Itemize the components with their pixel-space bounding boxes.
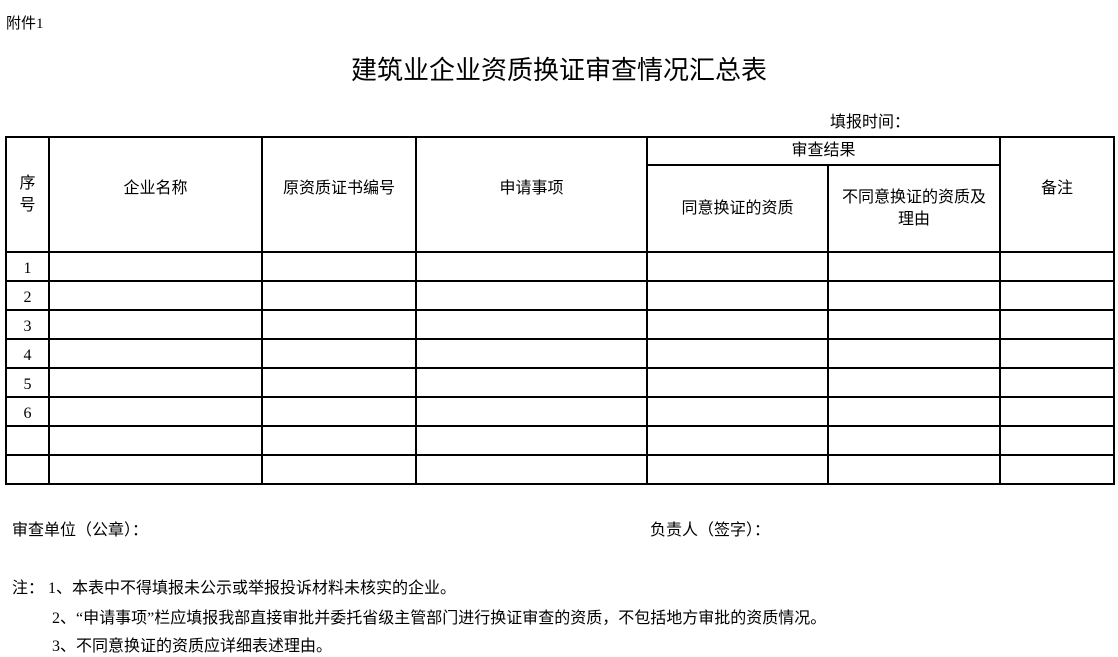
table-cell[interactable] — [827, 367, 1001, 398]
fill-time-label: 填报时间： — [830, 114, 911, 131]
table-cell[interactable] — [415, 425, 648, 456]
review-unit-label: 审查单位（公章）： — [12, 522, 149, 539]
table-cell[interactable] — [48, 309, 263, 340]
header-company: 企业名称 — [48, 136, 263, 253]
table-cell[interactable] — [261, 454, 417, 485]
header-disagreed: 不同意换证的资质及理由 — [827, 164, 1001, 253]
table-cell[interactable] — [261, 338, 417, 369]
header-application: 申请事项 — [415, 136, 648, 253]
table-cell[interactable] — [999, 280, 1115, 311]
table-cell[interactable] — [261, 396, 417, 427]
header-orig-cert-no: 原资质证书编号 — [261, 136, 417, 253]
header-remarks: 备注 — [999, 136, 1115, 253]
table-cell[interactable] — [646, 396, 829, 427]
row-seq[interactable]: 3 — [5, 309, 50, 340]
row-seq[interactable] — [5, 425, 50, 456]
table-cell[interactable] — [48, 396, 263, 427]
table-cell[interactable] — [999, 425, 1115, 456]
table-row: 3 — [5, 309, 1115, 340]
table-cell[interactable] — [415, 396, 648, 427]
row-seq[interactable]: 4 — [5, 338, 50, 369]
note-2: 2、“申请事项”栏应填报我部直接审批并委托省级主管部门进行换证审查的资质，不包括… — [52, 610, 827, 627]
table-cell[interactable] — [646, 425, 829, 456]
table-cell[interactable] — [827, 396, 1001, 427]
header-review-result: 审查结果 — [646, 136, 1001, 166]
page-title: 建筑业企业资质换证审查情况汇总表 — [350, 56, 767, 85]
table-cell[interactable] — [261, 309, 417, 340]
table-cell[interactable] — [827, 251, 1001, 282]
table-row: 4 — [5, 338, 1115, 369]
table-row: 6 — [5, 396, 1115, 427]
table-cell[interactable] — [48, 280, 263, 311]
responsible-label: 负责人（签字）： — [650, 522, 771, 539]
table-cell[interactable] — [827, 338, 1001, 369]
table-cell[interactable] — [646, 454, 829, 485]
table-row: 5 — [5, 367, 1115, 398]
table-cell[interactable] — [646, 309, 829, 340]
table-cell[interactable] — [48, 338, 263, 369]
row-seq[interactable]: 6 — [5, 396, 50, 427]
table-cell[interactable] — [261, 425, 417, 456]
table-cell[interactable] — [999, 454, 1115, 485]
table-cell[interactable] — [646, 338, 829, 369]
table-cell[interactable] — [48, 425, 263, 456]
table-row: 1 — [5, 251, 1115, 282]
row-seq[interactable]: 1 — [5, 251, 50, 282]
header-agreed: 同意换证的资质 — [646, 164, 829, 253]
table-cell[interactable] — [646, 280, 829, 311]
table-cell[interactable] — [999, 367, 1115, 398]
table-cell[interactable] — [827, 425, 1001, 456]
table-cell[interactable] — [827, 454, 1001, 485]
table-row — [5, 454, 1115, 485]
table-cell[interactable] — [999, 251, 1115, 282]
table-cell[interactable] — [415, 280, 648, 311]
table-cell[interactable] — [415, 367, 648, 398]
table-cell[interactable] — [261, 251, 417, 282]
row-seq[interactable]: 2 — [5, 280, 50, 311]
attachment-label: 附件1 — [6, 16, 44, 32]
table-cell[interactable] — [48, 454, 263, 485]
table-row — [5, 425, 1115, 456]
table-cell[interactable] — [415, 251, 648, 282]
table-cell[interactable] — [827, 309, 1001, 340]
header-seq: 序号 — [5, 136, 50, 253]
table-cell[interactable] — [415, 454, 648, 485]
table-cell[interactable] — [999, 309, 1115, 340]
table-cell[interactable] — [48, 367, 263, 398]
summary-table: 序号 企业名称 原资质证书编号 申请事项 审查结果 备注 同意换证的资质 不同意… — [5, 136, 1115, 485]
row-seq[interactable]: 5 — [5, 367, 50, 398]
table-cell[interactable] — [999, 338, 1115, 369]
note-1: 注： 1、本表中不得填报未公示或举报投诉材料未核实的企业。 — [12, 580, 457, 597]
table-cell[interactable] — [261, 367, 417, 398]
table-row: 2 — [5, 280, 1115, 311]
table-cell[interactable] — [48, 251, 263, 282]
table-cell[interactable] — [415, 309, 648, 340]
table-cell[interactable] — [999, 396, 1115, 427]
row-seq[interactable] — [5, 454, 50, 485]
table-cell[interactable] — [646, 251, 829, 282]
table-cell[interactable] — [827, 280, 1001, 311]
note-3: 3、不同意换证的资质应详细表述理由。 — [52, 638, 333, 655]
table-cell[interactable] — [415, 338, 648, 369]
table-cell[interactable] — [646, 367, 829, 398]
table-cell[interactable] — [261, 280, 417, 311]
